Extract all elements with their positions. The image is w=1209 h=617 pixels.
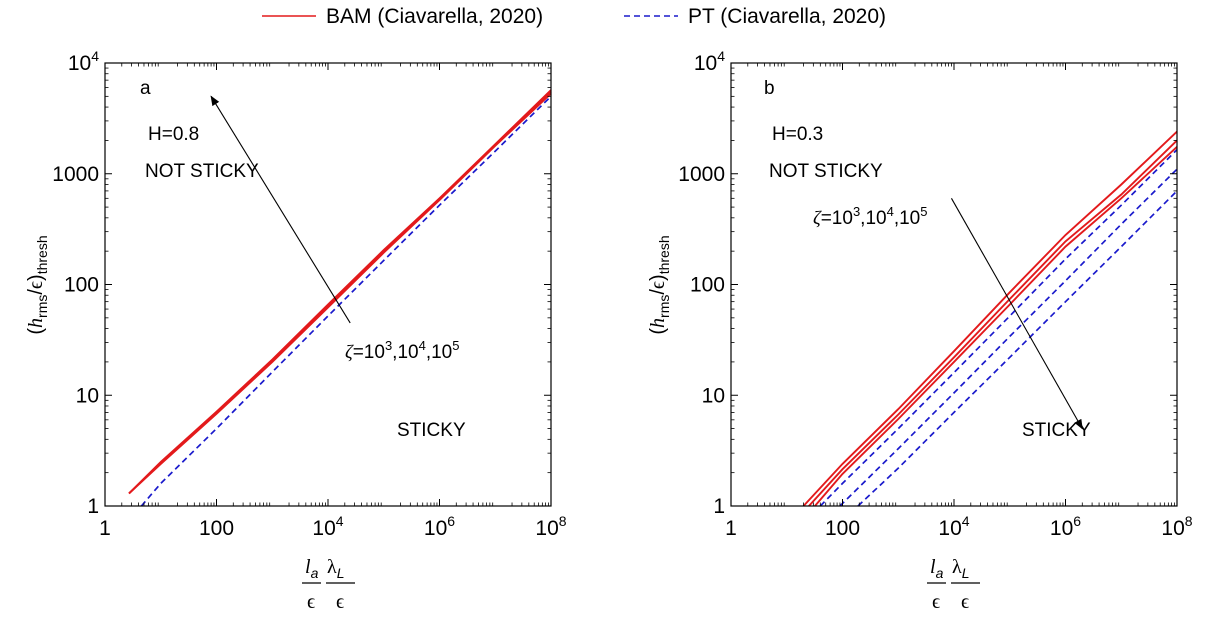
panel-a-not-sticky-label: NOT STICKY — [145, 161, 259, 182]
panel-a-marks — [128, 89, 552, 507]
panel-a-h-label: H=0.8 — [148, 124, 199, 145]
panel-b-y-tick-label: 10 — [702, 384, 725, 407]
panel-b-x-tick-label: 108 — [1161, 513, 1192, 540]
panel-b-y-tick-label: 1000 — [678, 163, 725, 186]
panel-a-x-axis-label: la λL ϵ ϵ — [302, 556, 355, 613]
panel-b-x-tick-label: 104 — [938, 513, 969, 540]
panel-b-y-tick-label: 104 — [694, 48, 725, 75]
panel-a-y-tick-label: 1000 — [52, 163, 99, 186]
svg-text:λL: λL — [327, 556, 345, 581]
panel-b-x-axis-label: la λL ϵ ϵ — [927, 556, 980, 613]
panel-a-y-tick-label: 104 — [68, 48, 99, 75]
panel-a-y-tick-label: 10 — [76, 384, 99, 407]
svg-text:ϵ: ϵ — [961, 591, 969, 613]
panel-b-zeta-label: ζ=103,104,105 — [813, 204, 927, 229]
panel-b-x-tick-label: 1 — [725, 517, 737, 540]
legend-label-pt: PT (Ciavarella, 2020) — [688, 5, 886, 28]
panel-a-x-tick-label: 1 — [99, 517, 111, 540]
panel-b-label: b — [764, 78, 775, 99]
panel-a-y-axis-label: (hrms/ϵ)thresh — [25, 235, 50, 334]
svg-text:ϵ: ϵ — [932, 591, 940, 613]
panel-a-zeta-label: ζ=103,104,105 — [345, 338, 459, 363]
panel-b-x-tick-label: 100 — [825, 517, 860, 540]
panel-b-y-tick-label: 1 — [713, 495, 725, 518]
svg-text:la: la — [930, 556, 944, 581]
panel-a-x-tick-label: 106 — [424, 513, 455, 540]
panel-b-series-bam-0 — [802, 130, 1178, 507]
panel-a-zeta-arrow — [210, 95, 351, 324]
panel-a-series-pt-3 — [140, 95, 552, 507]
panel-b-series-bam-1 — [808, 139, 1178, 507]
panel-b-not-sticky-label: NOT STICKY — [769, 161, 883, 182]
svg-text:ϵ: ϵ — [307, 591, 315, 613]
panel-a-series-bam-0 — [128, 89, 552, 495]
panel-a-x-tick-label: 108 — [535, 513, 566, 540]
panel-a-sticky-label: STICKY — [397, 420, 466, 441]
panel-a-y-tick-label: 100 — [64, 274, 99, 297]
panel-b-y-axis-label: (hrms/ϵ)thresh — [647, 235, 672, 334]
panel-b-x-tick-label: 106 — [1050, 513, 1081, 540]
panel-b-h-label: H=0.3 — [772, 124, 823, 145]
svg-text:λL: λL — [952, 556, 970, 581]
svg-text:la: la — [305, 556, 319, 581]
panel-b-series-pt-5 — [857, 190, 1178, 507]
legend-label-bam: BAM (Ciavarella, 2020) — [326, 5, 543, 28]
panel-a-series-bam-2 — [128, 92, 552, 495]
panel-b-y-tick-label: 100 — [690, 274, 725, 297]
panel-b-sticky-label: STICKY — [1022, 420, 1091, 441]
panel-b-series-pt-4 — [839, 168, 1178, 507]
legend: BAM (Ciavarella, 2020) PT (Ciavarella, 2… — [262, 5, 886, 28]
svg-text:ϵ: ϵ — [336, 591, 344, 613]
panel-b-series-bam-2 — [814, 146, 1178, 507]
panel-a-label: a — [140, 78, 151, 99]
panel-b-zeta-arrow — [950, 198, 1083, 430]
panel-a-x-tick-label: 104 — [312, 513, 343, 540]
panel-b-marks — [802, 130, 1178, 507]
panel-b-series-pt-3 — [819, 149, 1178, 507]
panel-a-y-tick-label: 1 — [87, 495, 99, 518]
panel-a-x-tick-label: 100 — [199, 517, 234, 540]
